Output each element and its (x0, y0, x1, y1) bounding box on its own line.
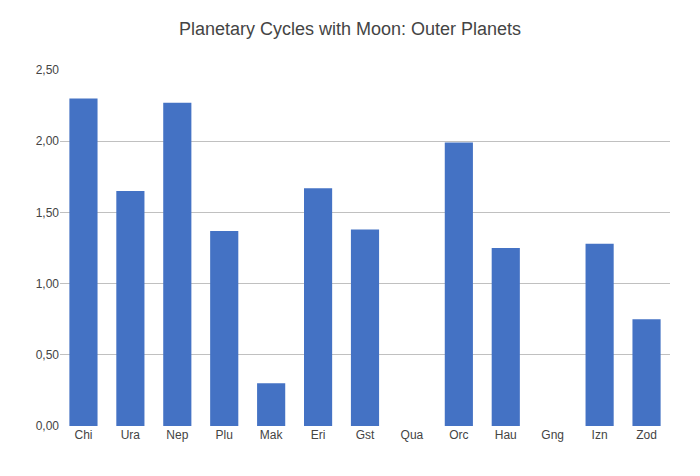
svg-text:2,50: 2,50 (36, 63, 60, 77)
svg-text:Mak: Mak (260, 428, 284, 442)
svg-text:Orc: Orc (449, 428, 468, 442)
svg-text:Izn: Izn (592, 428, 608, 442)
svg-text:Planetary Cycles with Moon: Ou: Planetary Cycles with Moon: Outer Planet… (179, 19, 521, 39)
svg-text:Gst: Gst (356, 428, 375, 442)
svg-text:1,50: 1,50 (36, 206, 60, 220)
svg-text:0,00: 0,00 (36, 419, 60, 433)
svg-text:Plu: Plu (216, 428, 233, 442)
svg-text:Zod: Zod (636, 428, 657, 442)
svg-text:Qua: Qua (401, 428, 424, 442)
svg-text:Ura: Ura (121, 428, 141, 442)
svg-text:Hau: Hau (495, 428, 517, 442)
svg-text:Gng: Gng (541, 428, 564, 442)
svg-text:2,00: 2,00 (36, 134, 60, 148)
svg-text:0,50: 0,50 (36, 348, 60, 362)
svg-text:Nep: Nep (166, 428, 188, 442)
svg-text:Chi: Chi (74, 428, 92, 442)
svg-text:1,00: 1,00 (36, 277, 60, 291)
svg-text:Eri: Eri (311, 428, 326, 442)
